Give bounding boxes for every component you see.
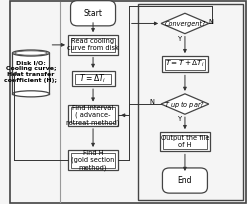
FancyBboxPatch shape <box>163 168 207 193</box>
Text: $T = \Delta T_i$: $T = \Delta T_i$ <box>79 72 107 85</box>
FancyBboxPatch shape <box>9 1 246 203</box>
Text: Read cooling
curve from disk: Read cooling curve from disk <box>67 38 119 51</box>
Bar <box>160 132 210 151</box>
Ellipse shape <box>13 50 49 56</box>
Bar <box>162 56 208 72</box>
Bar <box>163 135 207 149</box>
Bar <box>75 73 111 84</box>
Bar <box>13 53 49 94</box>
Bar <box>71 107 115 123</box>
Bar <box>68 150 118 170</box>
Text: Y: Y <box>178 36 182 42</box>
FancyBboxPatch shape <box>138 4 244 200</box>
Bar <box>71 153 115 168</box>
Bar <box>165 59 205 70</box>
Text: Find interval
( advance-
retreat method): Find interval ( advance- retreat method) <box>66 105 120 126</box>
FancyBboxPatch shape <box>71 1 116 26</box>
Bar <box>71 38 115 52</box>
Text: Output the file
of H: Output the file of H <box>161 135 209 148</box>
Text: Start: Start <box>83 9 103 18</box>
Text: Find H
(gold section
method): Find H (gold section method) <box>71 150 115 171</box>
Text: $T$ up to par?: $T$ up to par? <box>165 99 206 110</box>
Text: $T = T + \Delta T_i$: $T = T + \Delta T_i$ <box>165 59 205 69</box>
Text: N: N <box>209 19 214 26</box>
Ellipse shape <box>13 91 49 97</box>
Text: Convergent?: Convergent? <box>164 20 206 27</box>
Bar <box>68 35 118 54</box>
Bar <box>72 71 115 86</box>
Polygon shape <box>161 13 209 34</box>
Text: Disk I/O:
Cooling curve;
Heat transfer
coefficient (H);: Disk I/O: Cooling curve; Heat transfer c… <box>4 60 58 83</box>
Text: Y: Y <box>178 116 182 122</box>
Text: End: End <box>178 176 192 185</box>
Bar <box>68 105 118 126</box>
Polygon shape <box>161 94 209 114</box>
Text: N: N <box>149 99 154 105</box>
